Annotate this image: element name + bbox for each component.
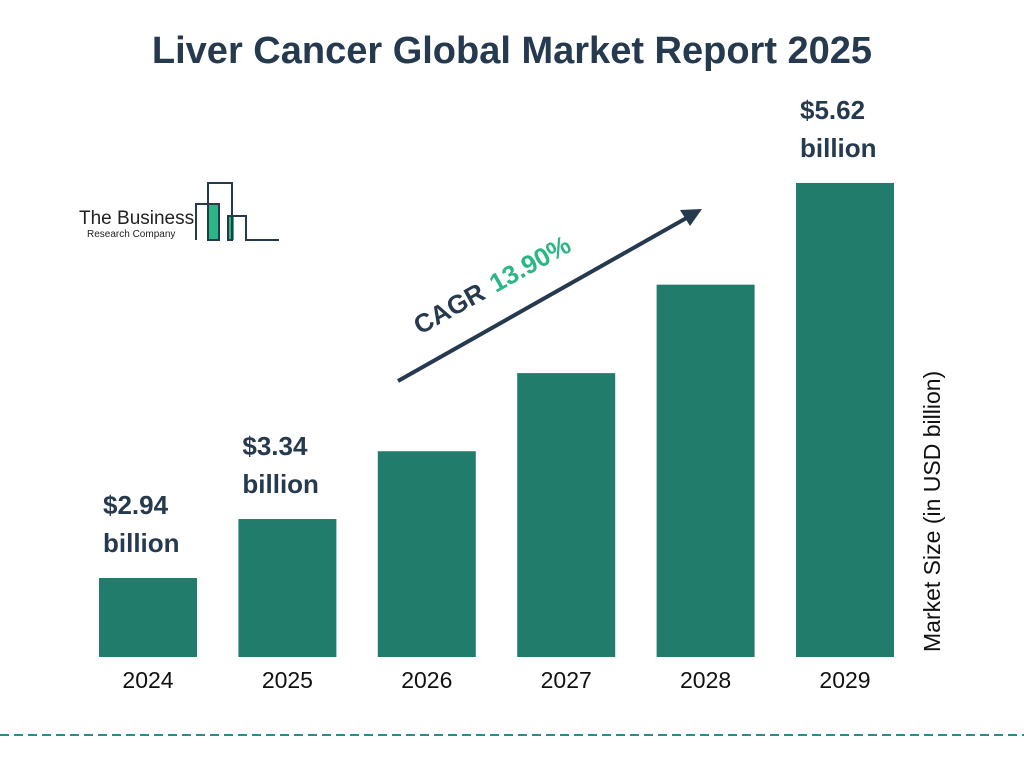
data-label: $2.94 — [103, 490, 169, 520]
svg-text:CAGR13.90%: CAGR13.90% — [408, 229, 575, 340]
cagr-label: CAGR — [408, 277, 490, 340]
x-tick-label: 2024 — [122, 667, 173, 693]
x-tick-label: 2029 — [819, 667, 870, 693]
bar-2025 — [238, 519, 337, 657]
data-label: $3.34 — [242, 431, 308, 461]
bar-2027 — [517, 373, 616, 657]
data-label: billion — [103, 528, 180, 558]
logo-line2: Research Company — [87, 229, 175, 240]
bar-2029 — [796, 182, 894, 657]
data-label: billion — [800, 133, 877, 163]
chart-title: Liver Cancer Global Market Report 2025 — [151, 30, 873, 72]
data-label: $5.62 — [800, 95, 865, 125]
data-label: billion — [242, 469, 319, 499]
logo: The Business Research Company — [79, 182, 279, 241]
x-tick-label: 2027 — [541, 667, 592, 693]
bar-2026 — [377, 451, 476, 657]
bar-2028 — [656, 284, 755, 657]
arrow-head-icon — [680, 209, 702, 226]
x-tick-label: 2026 — [401, 667, 452, 693]
x-tick-label: 2025 — [262, 667, 313, 693]
y-axis-label: Market Size (in USD billion) — [919, 371, 945, 652]
cagr-annotation: CAGR13.90% — [397, 209, 702, 383]
logo-line1: The Business — [79, 208, 194, 229]
x-tick-label: 2028 — [680, 667, 731, 693]
bar-2024 — [99, 577, 197, 657]
